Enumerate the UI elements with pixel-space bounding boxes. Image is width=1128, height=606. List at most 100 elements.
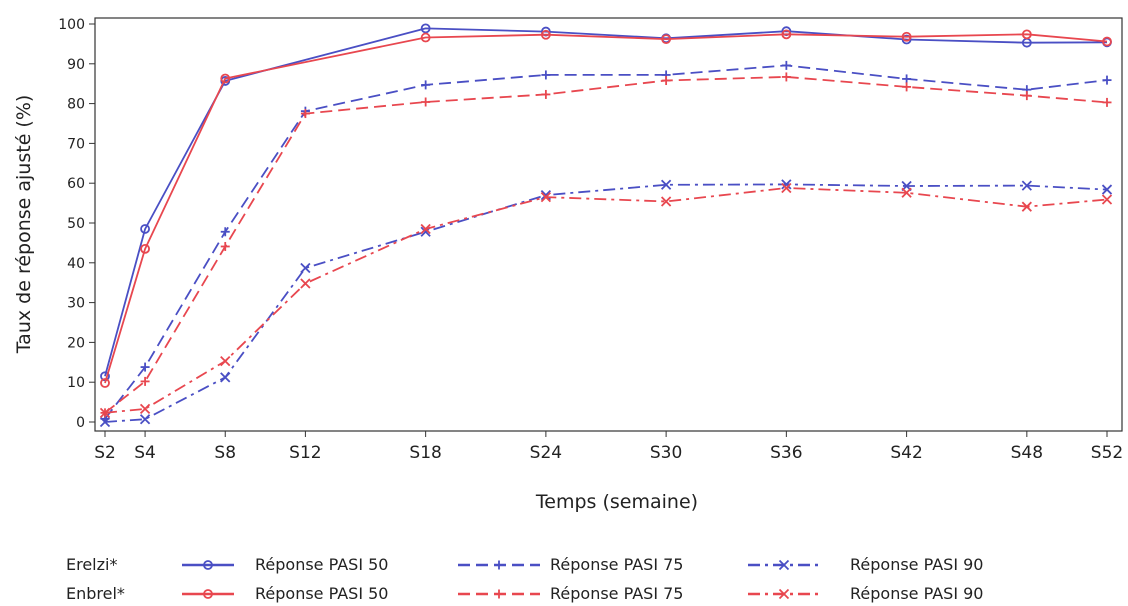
data-point <box>220 73 231 84</box>
y-axis-title: Taux de réponse ajusté (%) <box>13 95 35 355</box>
data-point <box>220 241 230 251</box>
data-point <box>139 414 151 425</box>
y-tick-label: 60 <box>67 176 85 192</box>
data-point <box>99 407 111 418</box>
data-point <box>1101 194 1113 205</box>
legend-swatch-marker <box>778 559 790 571</box>
y-tick-label: 90 <box>67 57 85 73</box>
x-marker-b <box>99 407 111 418</box>
x-marker-b <box>220 355 231 367</box>
x-marker-b <box>300 262 311 274</box>
x-marker-b <box>660 196 672 207</box>
data-point <box>140 224 150 234</box>
data-point <box>300 262 311 274</box>
x-marker-b <box>778 559 790 571</box>
y-tick-label: 100 <box>58 17 85 33</box>
data-point <box>540 190 552 201</box>
data-point <box>1102 75 1112 85</box>
x-marker-b <box>1021 201 1032 212</box>
series-line-2 <box>104 64 1108 420</box>
data-point <box>420 223 431 235</box>
legend-swatch-marker <box>778 588 790 600</box>
series-line-0 <box>104 27 1108 377</box>
y-tick-label: 40 <box>67 256 85 272</box>
legend-swatch-marker <box>494 589 504 599</box>
data-point <box>1102 97 1112 107</box>
data-point <box>781 29 792 40</box>
data-point <box>540 29 551 40</box>
legend-swatch-marker <box>203 589 213 599</box>
x-axis-title: Temps (semaine) <box>535 491 698 513</box>
x-marker-b <box>781 182 792 194</box>
data-point <box>300 278 311 289</box>
data-point <box>1021 29 1032 40</box>
x-marker-b <box>660 179 672 190</box>
x-marker-b <box>300 278 311 289</box>
data-point <box>540 191 552 203</box>
y-tick-label: 10 <box>67 375 85 391</box>
data-point <box>661 76 671 86</box>
legend-swatch-marker <box>494 560 504 570</box>
x-marker-b <box>1021 180 1032 191</box>
x-marker-b <box>99 416 111 428</box>
y-tick-label: 80 <box>67 97 85 113</box>
data-point <box>140 362 150 372</box>
x-tick-label: S8 <box>214 443 236 463</box>
y-tick-label: 70 <box>67 136 85 152</box>
x-marker-b <box>139 414 151 425</box>
data-point <box>420 32 431 43</box>
x-tick-label: S48 <box>1011 443 1043 463</box>
legend-item-label: Réponse PASI 90 <box>850 555 983 574</box>
x-marker-b <box>420 223 431 235</box>
data-point <box>661 34 672 45</box>
legend-group-label: Erelzi* <box>66 555 117 574</box>
x-tick-label: S4 <box>134 443 156 463</box>
data-point <box>220 355 231 367</box>
data-point <box>220 227 230 237</box>
y-tick-label: 50 <box>67 216 85 232</box>
x-axis-ticks: S2 S4 S8 S12 S18 S24 S30 S36 S42 S48 S52 <box>94 431 1123 463</box>
data-point <box>660 196 672 207</box>
x-tick-label: S18 <box>409 443 441 463</box>
legend-item-label: Réponse PASI 50 <box>255 555 388 574</box>
x-tick-label: S12 <box>289 443 321 463</box>
series-line-1 <box>104 33 1108 384</box>
legend-item-label: Réponse PASI 50 <box>255 584 388 603</box>
x-marker-b <box>540 190 552 201</box>
x-marker-b <box>220 372 231 383</box>
data-point <box>781 179 792 190</box>
data-point <box>140 376 150 386</box>
data-point <box>139 403 151 415</box>
legend-group-label: Enbrel* <box>66 584 125 603</box>
data-point <box>300 109 310 119</box>
data-point <box>541 89 551 99</box>
y-tick-label: 0 <box>76 415 85 431</box>
y-tick-label: 30 <box>67 296 85 312</box>
data-point <box>140 243 150 254</box>
data-point <box>421 97 431 107</box>
data-point <box>1022 91 1032 101</box>
data-point <box>1101 184 1113 195</box>
data-point <box>902 82 912 92</box>
x-tick-label: S36 <box>770 443 802 463</box>
x-tick-label: S2 <box>94 443 116 463</box>
legend-item-label: Réponse PASI 75 <box>550 584 683 603</box>
data-point <box>781 60 791 70</box>
data-point <box>421 80 431 90</box>
series-line-5 <box>104 187 1108 414</box>
series-line-4 <box>104 183 1108 423</box>
data-point <box>1021 201 1032 212</box>
legend-item-label: Réponse PASI 90 <box>850 584 983 603</box>
legend-swatch-marker <box>203 560 213 570</box>
data-point <box>541 70 551 80</box>
x-tick-label: S52 <box>1091 443 1123 463</box>
x-marker-b <box>540 191 552 203</box>
data-point <box>1021 180 1032 191</box>
x-tick-label: S30 <box>650 443 682 463</box>
data-point <box>781 182 792 194</box>
data-point <box>100 378 110 388</box>
legend-item-label: Réponse PASI 75 <box>550 555 683 574</box>
data-point <box>220 372 231 383</box>
x-marker-b <box>139 403 151 415</box>
